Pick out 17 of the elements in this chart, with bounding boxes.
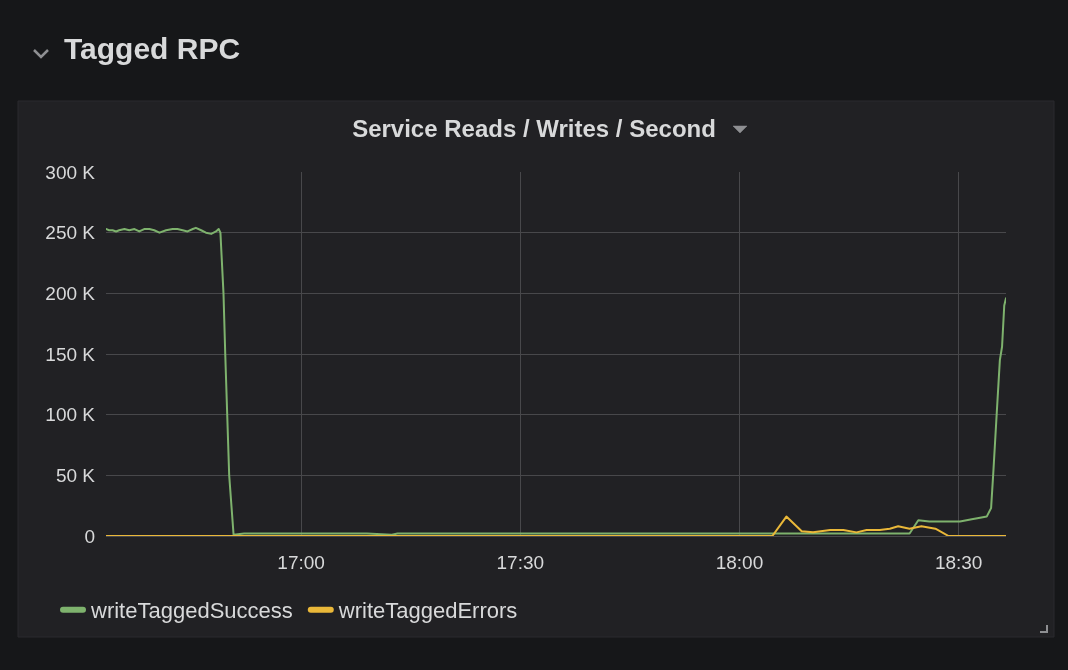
y-tick-label: 200 K <box>45 282 96 304</box>
y-tick-label: 300 K <box>45 161 96 183</box>
line-series <box>106 515 1006 536</box>
x-tick-label: 17:00 <box>277 551 325 573</box>
x-tick-label: 18:00 <box>715 551 764 573</box>
y-tick-label: 100 K <box>45 404 96 426</box>
legend-label: writeTaggedSuccess <box>90 598 293 624</box>
chart-title: Service Reads / Writes / Second <box>352 115 716 143</box>
x-tick-label: 17:30 <box>496 551 545 573</box>
x-tick-label: 18:30 <box>934 551 983 573</box>
y-tick-label: 50 K <box>55 464 96 486</box>
legend-label: writeTaggedErrors <box>337 598 518 624</box>
text: Tagged RPC <box>64 32 241 65</box>
y-tick-label: 0 <box>84 525 95 547</box>
y-tick-label: 150 K <box>45 343 96 365</box>
y-tick-label: 250 K <box>45 222 96 244</box>
line-series <box>106 226 1006 536</box>
